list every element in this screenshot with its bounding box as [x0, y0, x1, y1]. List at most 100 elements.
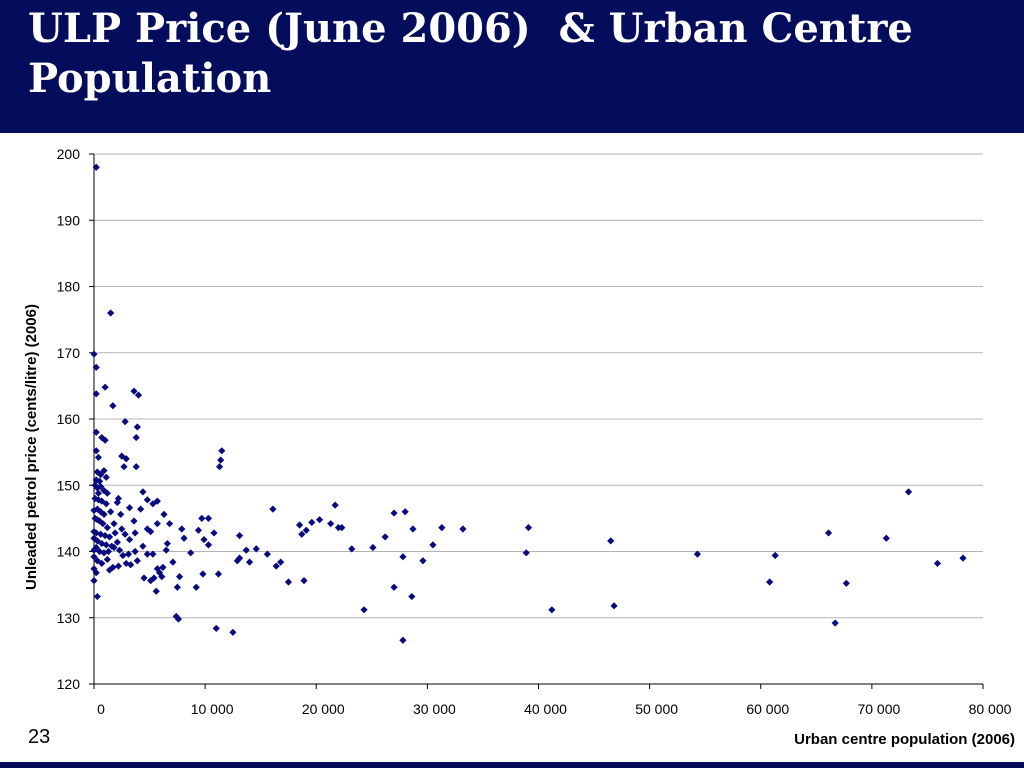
data-point — [92, 476, 100, 484]
footer-bar — [0, 762, 1024, 768]
data-point — [103, 524, 111, 532]
data-point — [308, 518, 316, 526]
data-point — [204, 541, 213, 549]
data-point — [101, 436, 109, 444]
data-point — [199, 570, 207, 578]
data-point — [215, 463, 224, 471]
data-point — [131, 529, 139, 537]
data-point — [198, 514, 206, 522]
data-point — [140, 574, 148, 582]
data-point — [121, 418, 129, 426]
scatter-chart: 120 130 140 150 160 170 180 190 200 0 10 000 20 000… — [23, 146, 1015, 748]
x-tick-label: 40 000 — [524, 701, 567, 717]
data-point — [118, 525, 126, 533]
data-point — [131, 547, 139, 556]
data-point — [212, 624, 220, 632]
data-point — [163, 539, 171, 548]
data-point — [214, 570, 223, 578]
data-point — [92, 543, 100, 552]
data-point — [137, 505, 145, 513]
data-point — [331, 501, 339, 509]
data-point — [92, 390, 100, 398]
x-tick-label: 30 000 — [413, 701, 456, 717]
data-point — [143, 550, 151, 558]
data-point — [97, 482, 105, 491]
data-point — [174, 615, 183, 623]
data-point — [153, 497, 161, 505]
data-point — [122, 455, 130, 463]
y-tick-label: 170 — [57, 345, 81, 361]
data-point — [459, 525, 467, 533]
data-point — [101, 532, 109, 540]
data-point — [109, 402, 117, 410]
data-point — [90, 546, 98, 554]
data-point — [104, 547, 113, 556]
data-point — [100, 510, 108, 518]
data-point — [110, 543, 118, 552]
data-point — [94, 489, 103, 497]
data-point — [607, 537, 615, 545]
data-point — [235, 532, 244, 540]
data-point — [92, 428, 100, 436]
data-point — [101, 383, 109, 391]
data-point — [882, 534, 890, 542]
data-point — [152, 587, 160, 595]
data-point — [399, 636, 407, 644]
data-point — [115, 546, 124, 554]
data-point — [210, 529, 218, 537]
data-point — [419, 557, 427, 565]
data-point — [160, 510, 168, 518]
data-point — [102, 473, 110, 481]
data-point — [90, 506, 98, 515]
data-point — [369, 543, 377, 552]
data-point — [217, 456, 225, 464]
data-point — [390, 583, 398, 591]
data-point — [133, 423, 141, 431]
data-point — [90, 350, 98, 358]
data-point — [399, 553, 407, 561]
data-point — [133, 557, 141, 565]
data-point — [100, 467, 108, 475]
x-tick-label: 70 000 — [857, 701, 900, 717]
data-point — [107, 309, 115, 317]
data-point — [125, 535, 134, 544]
data-point — [200, 535, 208, 544]
x-tick-label: 60 000 — [746, 701, 789, 717]
data-point — [263, 550, 271, 558]
y-tick-label: 140 — [57, 544, 81, 560]
data-point — [173, 583, 181, 591]
x-tick-label: 0 — [97, 701, 105, 717]
x-tick-label: 80 000 — [969, 701, 1012, 717]
data-point — [429, 541, 437, 549]
data-point — [143, 525, 151, 533]
data-point — [147, 577, 155, 585]
data-point — [766, 578, 774, 586]
data-point — [98, 559, 106, 568]
data-point — [904, 488, 913, 496]
data-point — [114, 562, 123, 570]
data-point — [103, 489, 111, 497]
data-point — [831, 619, 839, 627]
data-point — [100, 549, 108, 557]
data-point — [693, 550, 702, 558]
data-point — [93, 505, 101, 513]
data-point — [610, 602, 618, 610]
data-point — [959, 554, 967, 562]
x-tick-label: 10 000 — [191, 701, 234, 717]
data-point — [269, 505, 277, 513]
x-tick-label: 50 000 — [635, 701, 678, 717]
data-point — [97, 471, 105, 479]
data-point — [130, 517, 138, 525]
data-point — [438, 524, 446, 532]
slide-title: ULP Price (June 2006) & Urban Centre Pop… — [28, 5, 913, 102]
data-point — [252, 545, 260, 553]
data-point — [204, 514, 213, 522]
data-point — [180, 534, 188, 542]
data-point — [98, 539, 106, 548]
data-point — [92, 163, 100, 171]
data-point — [103, 555, 111, 564]
data-point — [187, 549, 195, 557]
data-point — [338, 524, 346, 532]
data-point — [548, 606, 556, 614]
data-point — [113, 498, 121, 507]
